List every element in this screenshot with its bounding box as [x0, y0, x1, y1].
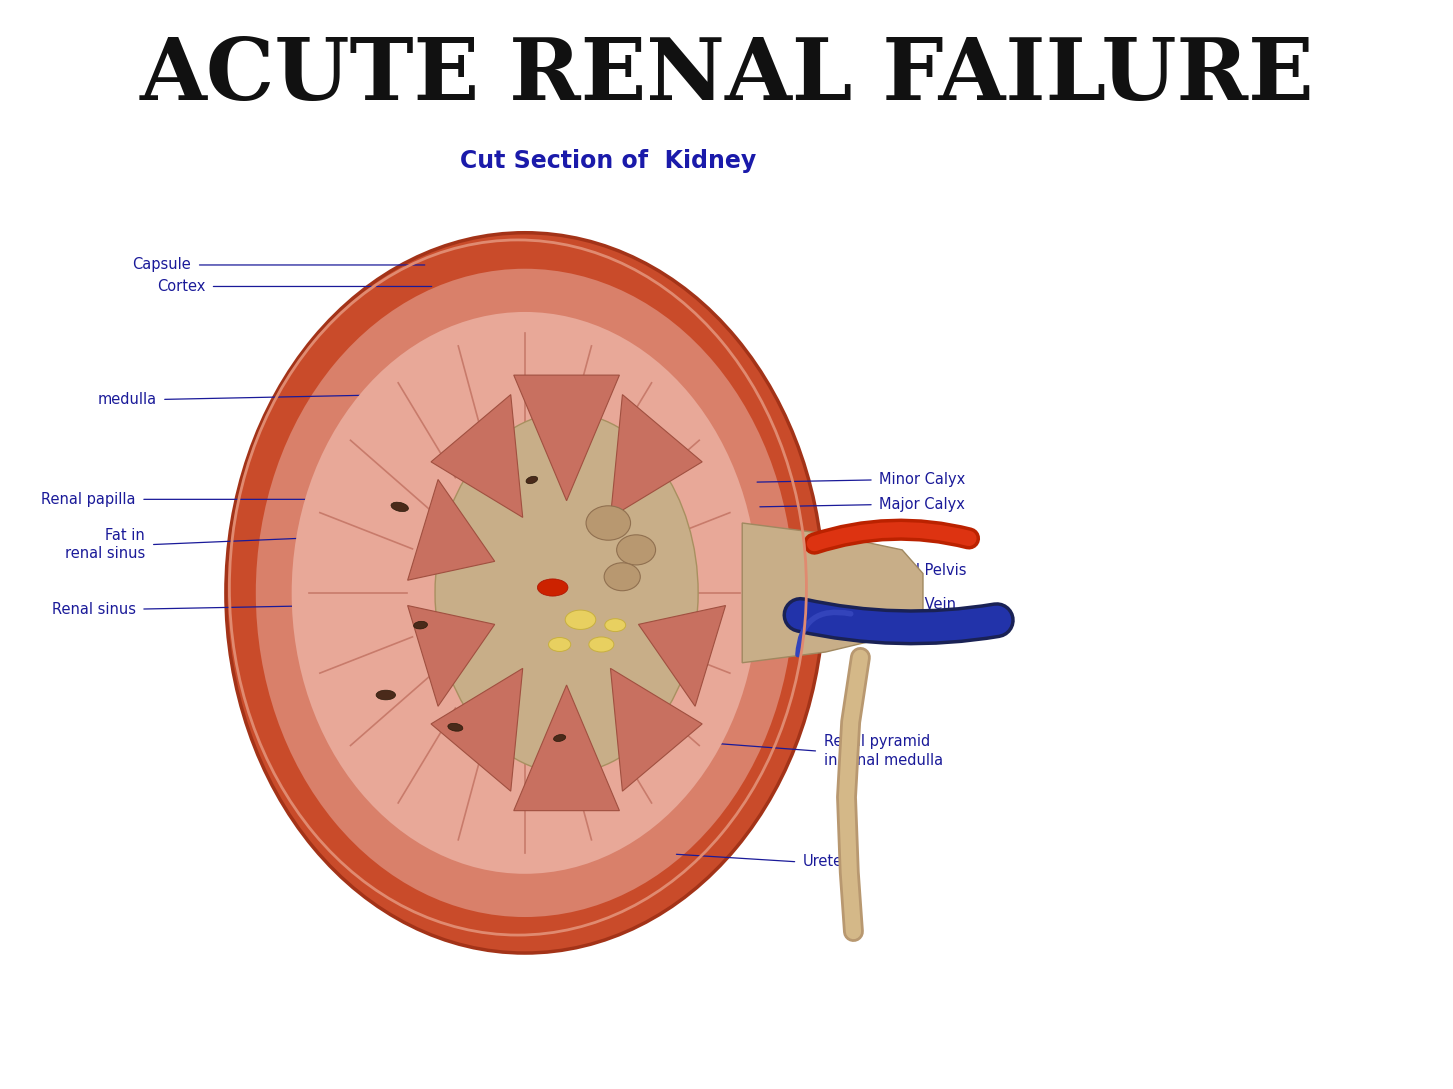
Polygon shape — [432, 669, 523, 792]
Polygon shape — [432, 394, 523, 517]
Ellipse shape — [538, 579, 568, 596]
FancyArrowPatch shape — [814, 529, 969, 543]
Ellipse shape — [604, 619, 626, 632]
Text: Major Calyx: Major Calyx — [879, 498, 965, 512]
Circle shape — [616, 535, 655, 565]
Text: Fat in
renal sinus: Fat in renal sinus — [65, 528, 145, 561]
Circle shape — [586, 505, 631, 540]
Text: Cortex: Cortex — [157, 279, 205, 294]
Ellipse shape — [434, 413, 697, 773]
Ellipse shape — [565, 610, 596, 629]
FancyArrowPatch shape — [801, 615, 997, 627]
Ellipse shape — [526, 476, 538, 484]
Text: Renal Pelvis: Renal Pelvis — [879, 563, 966, 578]
Polygon shape — [610, 669, 702, 792]
FancyArrowPatch shape — [798, 612, 851, 654]
Text: ACUTE RENAL FAILURE: ACUTE RENAL FAILURE — [139, 34, 1314, 118]
Ellipse shape — [554, 735, 565, 742]
Text: Renal artery: Renal artery — [879, 528, 969, 543]
Polygon shape — [742, 523, 923, 663]
Ellipse shape — [391, 502, 408, 512]
Ellipse shape — [448, 723, 464, 731]
Ellipse shape — [588, 637, 613, 652]
Polygon shape — [408, 479, 494, 580]
Ellipse shape — [376, 690, 395, 700]
Text: Capsule: Capsule — [132, 257, 192, 272]
Text: Cut Section of  Kidney: Cut Section of Kidney — [461, 149, 757, 173]
Ellipse shape — [256, 269, 793, 917]
FancyArrowPatch shape — [814, 529, 969, 543]
FancyArrowPatch shape — [801, 615, 997, 627]
Polygon shape — [408, 605, 494, 707]
Text: Renal sinus: Renal sinus — [51, 601, 135, 616]
Polygon shape — [514, 685, 619, 810]
Ellipse shape — [292, 311, 758, 873]
Text: medulla: medulla — [97, 392, 157, 407]
Polygon shape — [514, 375, 619, 501]
Circle shape — [604, 563, 641, 590]
Ellipse shape — [549, 637, 571, 651]
Polygon shape — [610, 394, 702, 517]
Text: Renal Vein: Renal Vein — [879, 597, 956, 612]
Ellipse shape — [414, 622, 427, 629]
Polygon shape — [638, 605, 725, 707]
Text: Renal pyramid
in renal medulla: Renal pyramid in renal medulla — [824, 734, 943, 768]
Text: Ureter: Ureter — [804, 854, 849, 869]
Text: Renal papilla: Renal papilla — [41, 492, 135, 506]
Text: Minor Calyx: Minor Calyx — [879, 473, 966, 488]
Ellipse shape — [225, 233, 824, 953]
